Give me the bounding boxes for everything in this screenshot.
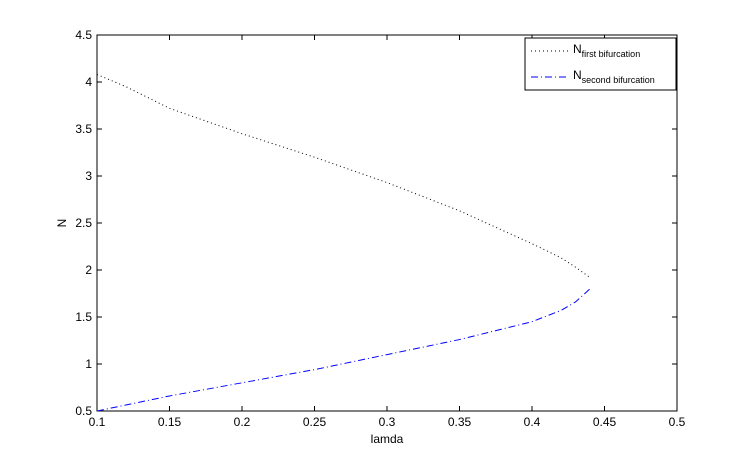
x-tick-label: 0.2 [234, 415, 251, 429]
x-tick-label: 0.1 [89, 415, 106, 429]
x-tick-label: 0.35 [448, 415, 472, 429]
x-tick-label: 0.25 [303, 415, 327, 429]
y-tick-label: 3.5 [75, 122, 92, 136]
legend-label: Nsecond bifurcation [573, 68, 655, 85]
x-tick-label: 0.3 [379, 415, 396, 429]
x-tick-label: 0.45 [593, 415, 617, 429]
legend-subscript: first bifurcation [582, 49, 641, 59]
legend-subscript: second bifurcation [582, 75, 655, 85]
x-tick-label: 0.4 [524, 415, 541, 429]
x-axis-label: lamda [371, 432, 404, 446]
legend-name: N [573, 42, 582, 56]
y-tick-label: 4 [85, 75, 92, 89]
x-tick-label: 0.5 [669, 415, 686, 429]
y-tick-label: 1 [85, 357, 92, 371]
legend-label: Nfirst bifurcation [573, 42, 640, 59]
x-tick-label: 0.15 [158, 415, 182, 429]
y-tick-label: 0.5 [75, 404, 92, 418]
y-tick-label: 2 [85, 263, 92, 277]
y-tick-label: 4.5 [75, 28, 92, 42]
plot-area [96, 34, 678, 412]
y-axis-label: N [55, 219, 69, 228]
legend-box [524, 37, 677, 91]
data-line [96, 288, 591, 412]
y-tick-label: 3 [85, 169, 92, 183]
legend-name: N [573, 68, 582, 82]
y-tick-label: 1.5 [75, 310, 92, 324]
y-tick-label: 2.5 [75, 216, 92, 230]
